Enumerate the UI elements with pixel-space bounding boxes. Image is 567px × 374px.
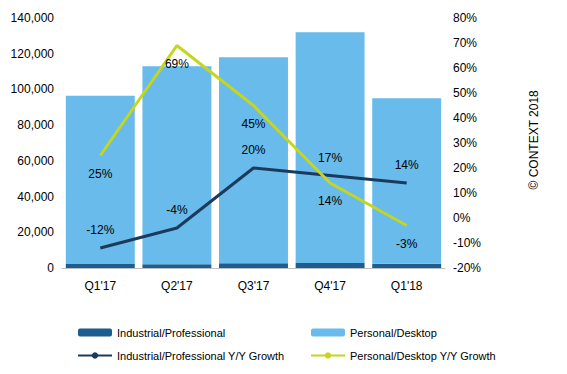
svg-text:80%: 80%: [453, 11, 477, 25]
svg-text:Industrial/Professional Y/Y Gr: Industrial/Professional Y/Y Growth: [117, 350, 284, 362]
svg-text:80,000: 80,000: [17, 118, 54, 132]
svg-text:17%: 17%: [318, 151, 342, 165]
svg-text:-10%: -10%: [453, 236, 481, 250]
svg-text:-12%: -12%: [86, 223, 114, 237]
svg-text:0%: 0%: [453, 211, 471, 225]
svg-text:-3%: -3%: [396, 237, 418, 251]
svg-text:Q1'17: Q1'17: [84, 279, 116, 293]
svg-text:25%: 25%: [88, 167, 112, 181]
svg-text:20,000: 20,000: [17, 225, 54, 239]
svg-text:Industrial/Professional: Industrial/Professional: [117, 327, 225, 339]
svg-text:140,000: 140,000: [11, 11, 55, 25]
svg-text:50%: 50%: [453, 86, 477, 100]
svg-text:60%: 60%: [453, 61, 477, 75]
svg-text:30%: 30%: [453, 136, 477, 150]
svg-text:Personal/Desktop: Personal/Desktop: [350, 327, 437, 339]
svg-text:Q1'18: Q1'18: [391, 279, 423, 293]
svg-text:45%: 45%: [241, 117, 265, 131]
svg-text:100,000: 100,000: [11, 82, 55, 96]
svg-text:14%: 14%: [395, 158, 419, 172]
svg-text:40,000: 40,000: [17, 190, 54, 204]
svg-text:-20%: -20%: [453, 261, 481, 275]
svg-text:70%: 70%: [453, 36, 477, 50]
svg-text:Q3'17: Q3'17: [238, 279, 270, 293]
svg-text:120,000: 120,000: [11, 47, 55, 61]
svg-text:-4%: -4%: [166, 203, 188, 217]
svg-text:Q2'17: Q2'17: [161, 279, 193, 293]
svg-text:Q4'17: Q4'17: [314, 279, 346, 293]
svg-text:Personal/Desktop Y/Y Growth: Personal/Desktop Y/Y Growth: [350, 350, 496, 362]
svg-text:20%: 20%: [241, 143, 265, 157]
svg-text:14%: 14%: [318, 194, 342, 208]
svg-text:10%: 10%: [453, 186, 477, 200]
svg-text:69%: 69%: [165, 57, 189, 71]
svg-text:20%: 20%: [453, 161, 477, 175]
svg-text:60,000: 60,000: [17, 154, 54, 168]
svg-text:0: 0: [47, 261, 54, 275]
svg-text:© CONTEXT 2018: © CONTEXT 2018: [527, 90, 541, 190]
svg-text:40%: 40%: [453, 111, 477, 125]
